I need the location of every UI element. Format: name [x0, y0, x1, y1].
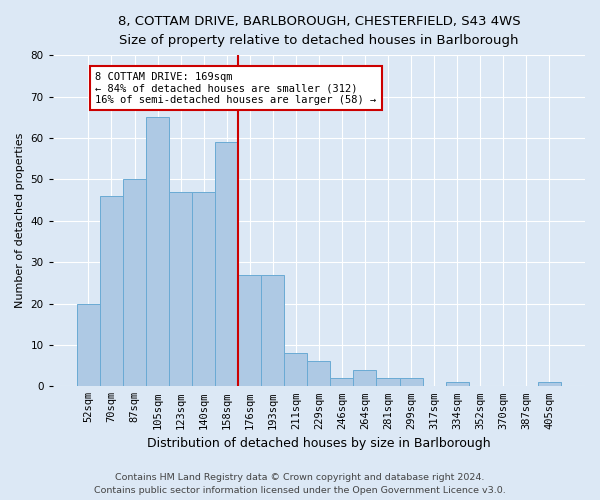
- Title: 8, COTTAM DRIVE, BARLBOROUGH, CHESTERFIELD, S43 4WS
Size of property relative to: 8, COTTAM DRIVE, BARLBOROUGH, CHESTERFIE…: [118, 15, 520, 47]
- Bar: [353, 370, 376, 386]
- Bar: [376, 378, 400, 386]
- Bar: [261, 274, 284, 386]
- Bar: [538, 382, 561, 386]
- Bar: [331, 378, 353, 386]
- Y-axis label: Number of detached properties: Number of detached properties: [15, 133, 25, 308]
- Bar: [192, 192, 215, 386]
- Bar: [307, 362, 331, 386]
- Text: 8 COTTAM DRIVE: 169sqm
← 84% of detached houses are smaller (312)
16% of semi-de: 8 COTTAM DRIVE: 169sqm ← 84% of detached…: [95, 72, 377, 105]
- Bar: [215, 142, 238, 386]
- Bar: [100, 196, 123, 386]
- Bar: [284, 353, 307, 386]
- Bar: [123, 180, 146, 386]
- Bar: [146, 117, 169, 386]
- Bar: [400, 378, 422, 386]
- Bar: [169, 192, 192, 386]
- Bar: [77, 304, 100, 386]
- Text: Contains HM Land Registry data © Crown copyright and database right 2024.
Contai: Contains HM Land Registry data © Crown c…: [94, 474, 506, 495]
- X-axis label: Distribution of detached houses by size in Barlborough: Distribution of detached houses by size …: [147, 437, 491, 450]
- Bar: [238, 274, 261, 386]
- Bar: [446, 382, 469, 386]
